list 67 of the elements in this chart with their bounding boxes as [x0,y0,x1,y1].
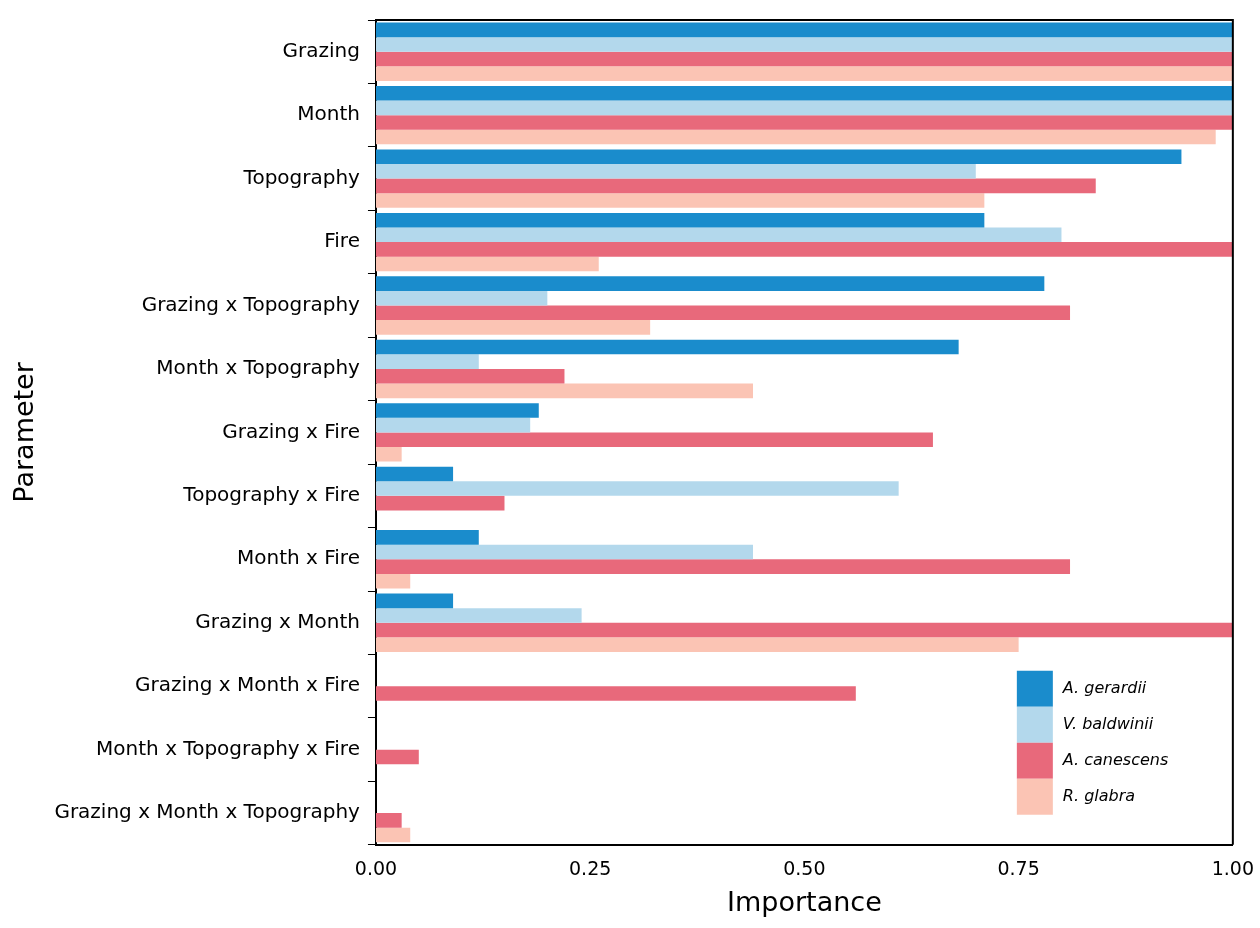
bar [375,85,1233,101]
bar [375,593,454,609]
bar [375,51,1233,67]
x-tick-label: 1.00 [1211,857,1254,880]
bar [375,608,582,623]
legend-label: A. gerardii [1061,677,1147,697]
bar [375,573,411,589]
bar [375,227,1062,243]
bar [375,256,599,272]
bar [375,22,1233,38]
y-tick-label: Month x Topography x Fire [96,735,360,760]
bar [375,276,1045,291]
bar [375,164,976,179]
bar [375,193,985,208]
y-tick-label: Topography x Fire [182,482,360,507]
bar [375,559,1071,574]
bar [375,129,1216,145]
bar [375,466,454,482]
bar [375,637,1019,652]
bar [375,242,1233,257]
bar [375,320,651,335]
y-tick-label: Topography [242,164,361,189]
y-tick-label: Grazing x Fire [222,418,360,443]
y-tick-label: Grazing x Topography [141,291,361,316]
y-tick-label: Grazing x Month x Topography [54,799,361,824]
bar [375,37,1233,52]
x-tick-label: 0.25 [569,857,612,880]
bar [375,178,1096,194]
bar [375,339,959,355]
y-tick-label: Grazing [282,37,360,62]
y-tick-label: Month [297,101,360,126]
y-tick-label: Grazing x Month x Fire [135,672,360,697]
bar [375,749,419,765]
bar [375,417,531,433]
bar [375,115,1233,130]
y-tick-label: Month x Topography [156,355,361,380]
bar [375,530,479,545]
bar [375,686,856,701]
bar [375,544,753,560]
x-tick-label: 0.75 [997,857,1040,880]
legend-label: V. baldwinii [1062,713,1154,733]
bar [375,305,1071,321]
y-tick-label: Grazing x Month [195,608,360,633]
bar [375,446,402,462]
bar [375,432,933,447]
bar [375,212,985,228]
x-tick-label: 0.00 [354,857,398,880]
y-axis-title: Parameter [8,361,40,503]
bar [375,354,479,369]
bar [375,622,1233,638]
x-axis-title: Importance [727,885,882,917]
bar [375,383,753,399]
legend-label: R. glabra [1062,785,1136,805]
bar [375,827,411,843]
bar [375,813,402,828]
y-tick-label: Fire [324,228,360,253]
bar [375,403,539,418]
bar [375,149,1182,165]
bar [375,290,548,306]
x-tick-label: 0.50 [783,857,826,880]
legend-label: A. canescens [1061,749,1169,769]
bar [375,368,565,384]
bar [375,100,1233,116]
bar [375,495,505,511]
bar [375,66,1233,81]
y-tick-label: Month x Fire [237,545,360,570]
bar [375,481,899,496]
